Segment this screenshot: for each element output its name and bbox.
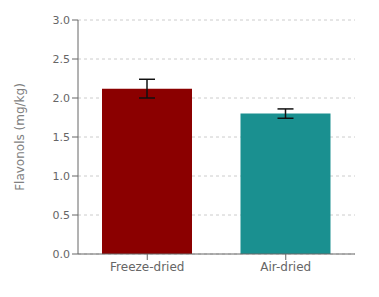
svg-text:2.0: 2.0: [53, 92, 71, 105]
svg-text:Freeze-dried: Freeze-dried: [110, 260, 184, 274]
svg-text:Air-dried: Air-dried: [260, 260, 311, 274]
svg-text:1.5: 1.5: [53, 131, 71, 144]
svg-text:3.0: 3.0: [53, 14, 71, 27]
svg-text:0.5: 0.5: [53, 209, 71, 222]
svg-text:0.0: 0.0: [53, 248, 71, 261]
svg-text:Flavonols (mg/kg): Flavonols (mg/kg): [13, 83, 27, 191]
svg-text:2.5: 2.5: [53, 53, 71, 66]
svg-text:1.0: 1.0: [53, 170, 71, 183]
